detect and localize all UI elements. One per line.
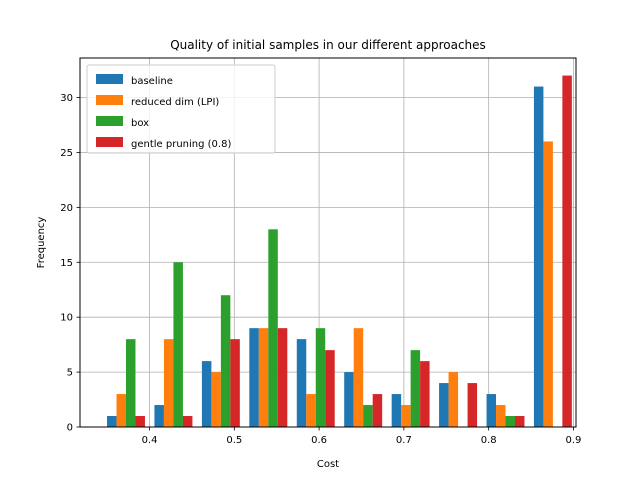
histogram-bar [410,350,421,427]
histogram-bar [467,383,478,427]
histogram-bar [230,339,240,427]
histogram-bar [315,328,326,427]
histogram-bar [363,405,373,427]
histogram-bar [154,405,164,427]
y-tick-label: 10 [60,313,73,324]
bars [107,75,572,428]
plot-frame [79,57,577,428]
y-tick-label: 30 [60,93,73,104]
y-tick-label: 0 [67,423,73,434]
x-axis-label: Cost [317,459,339,470]
chart-title: Quality of initial samples in our differ… [170,38,486,52]
legend-swatch [96,74,123,84]
y-tick-label: 5 [67,368,73,379]
x-tick-label: 0.9 [566,435,582,446]
y-tick-label: 25 [60,148,73,159]
legend-box [86,64,276,154]
histogram-bar [562,75,572,428]
histogram-bar [201,361,212,427]
histogram-bar [496,405,506,427]
histogram-bar [486,394,497,427]
histogram-bar [306,394,316,427]
histogram-bar [401,405,411,427]
histogram-bar [211,372,221,427]
histogram-bar [268,229,278,427]
legend-label: box [131,118,149,129]
legend-swatch [96,95,123,105]
histogram-bar [220,295,231,427]
histogram-bar [125,339,136,427]
histogram-bar [107,416,117,427]
histogram-bar [116,394,126,427]
y-tick-label: 15 [60,258,73,269]
histogram-bar [514,416,525,427]
legend: baseline reduced dim (LPI) box gentle pruni… [86,64,276,154]
y-axis-label: Frequency [36,217,47,269]
histogram-bar [258,328,269,427]
histogram-bar [182,416,193,427]
x-tick-label: 0.7 [396,435,412,446]
x-tick-label: 0.4 [142,435,158,446]
histogram-bar [249,328,259,427]
x-tick-label: 0.8 [481,435,497,446]
legend-swatch [96,116,123,126]
histogram-bar [505,416,515,427]
histogram-bar [372,394,383,427]
legend-swatch [96,137,123,147]
histogram-bar [420,361,430,427]
histogram-bar [325,350,335,427]
histogram-bar [353,328,364,427]
histogram-bar [135,416,145,427]
legend-label: baseline [131,76,173,87]
histogram-bar [296,339,307,427]
histogram-bar [173,262,183,427]
histogram-bar [163,339,174,427]
x-tick-label: 0.6 [311,435,327,446]
histogram-bar [439,383,449,427]
legend-label: gentle pruning (0.8) [131,139,231,150]
histogram-bar [277,328,288,427]
y-tick-label: 20 [60,203,73,214]
y-axis-ticks: 0 5 10 15 20 25 30 [60,93,80,434]
histogram-bar [448,372,459,427]
legend-label: reduced dim (LPI) [131,97,219,108]
x-tick-label: 0.5 [226,435,242,446]
histogram-bar [543,141,553,427]
x-axis-ticks: 0.4 0.5 0.6 0.7 0.8 0.9 [142,427,582,446]
grid-lines [80,58,576,428]
histogram-bar [533,86,544,427]
histogram-bar [344,372,354,427]
histogram-bar [391,394,402,427]
